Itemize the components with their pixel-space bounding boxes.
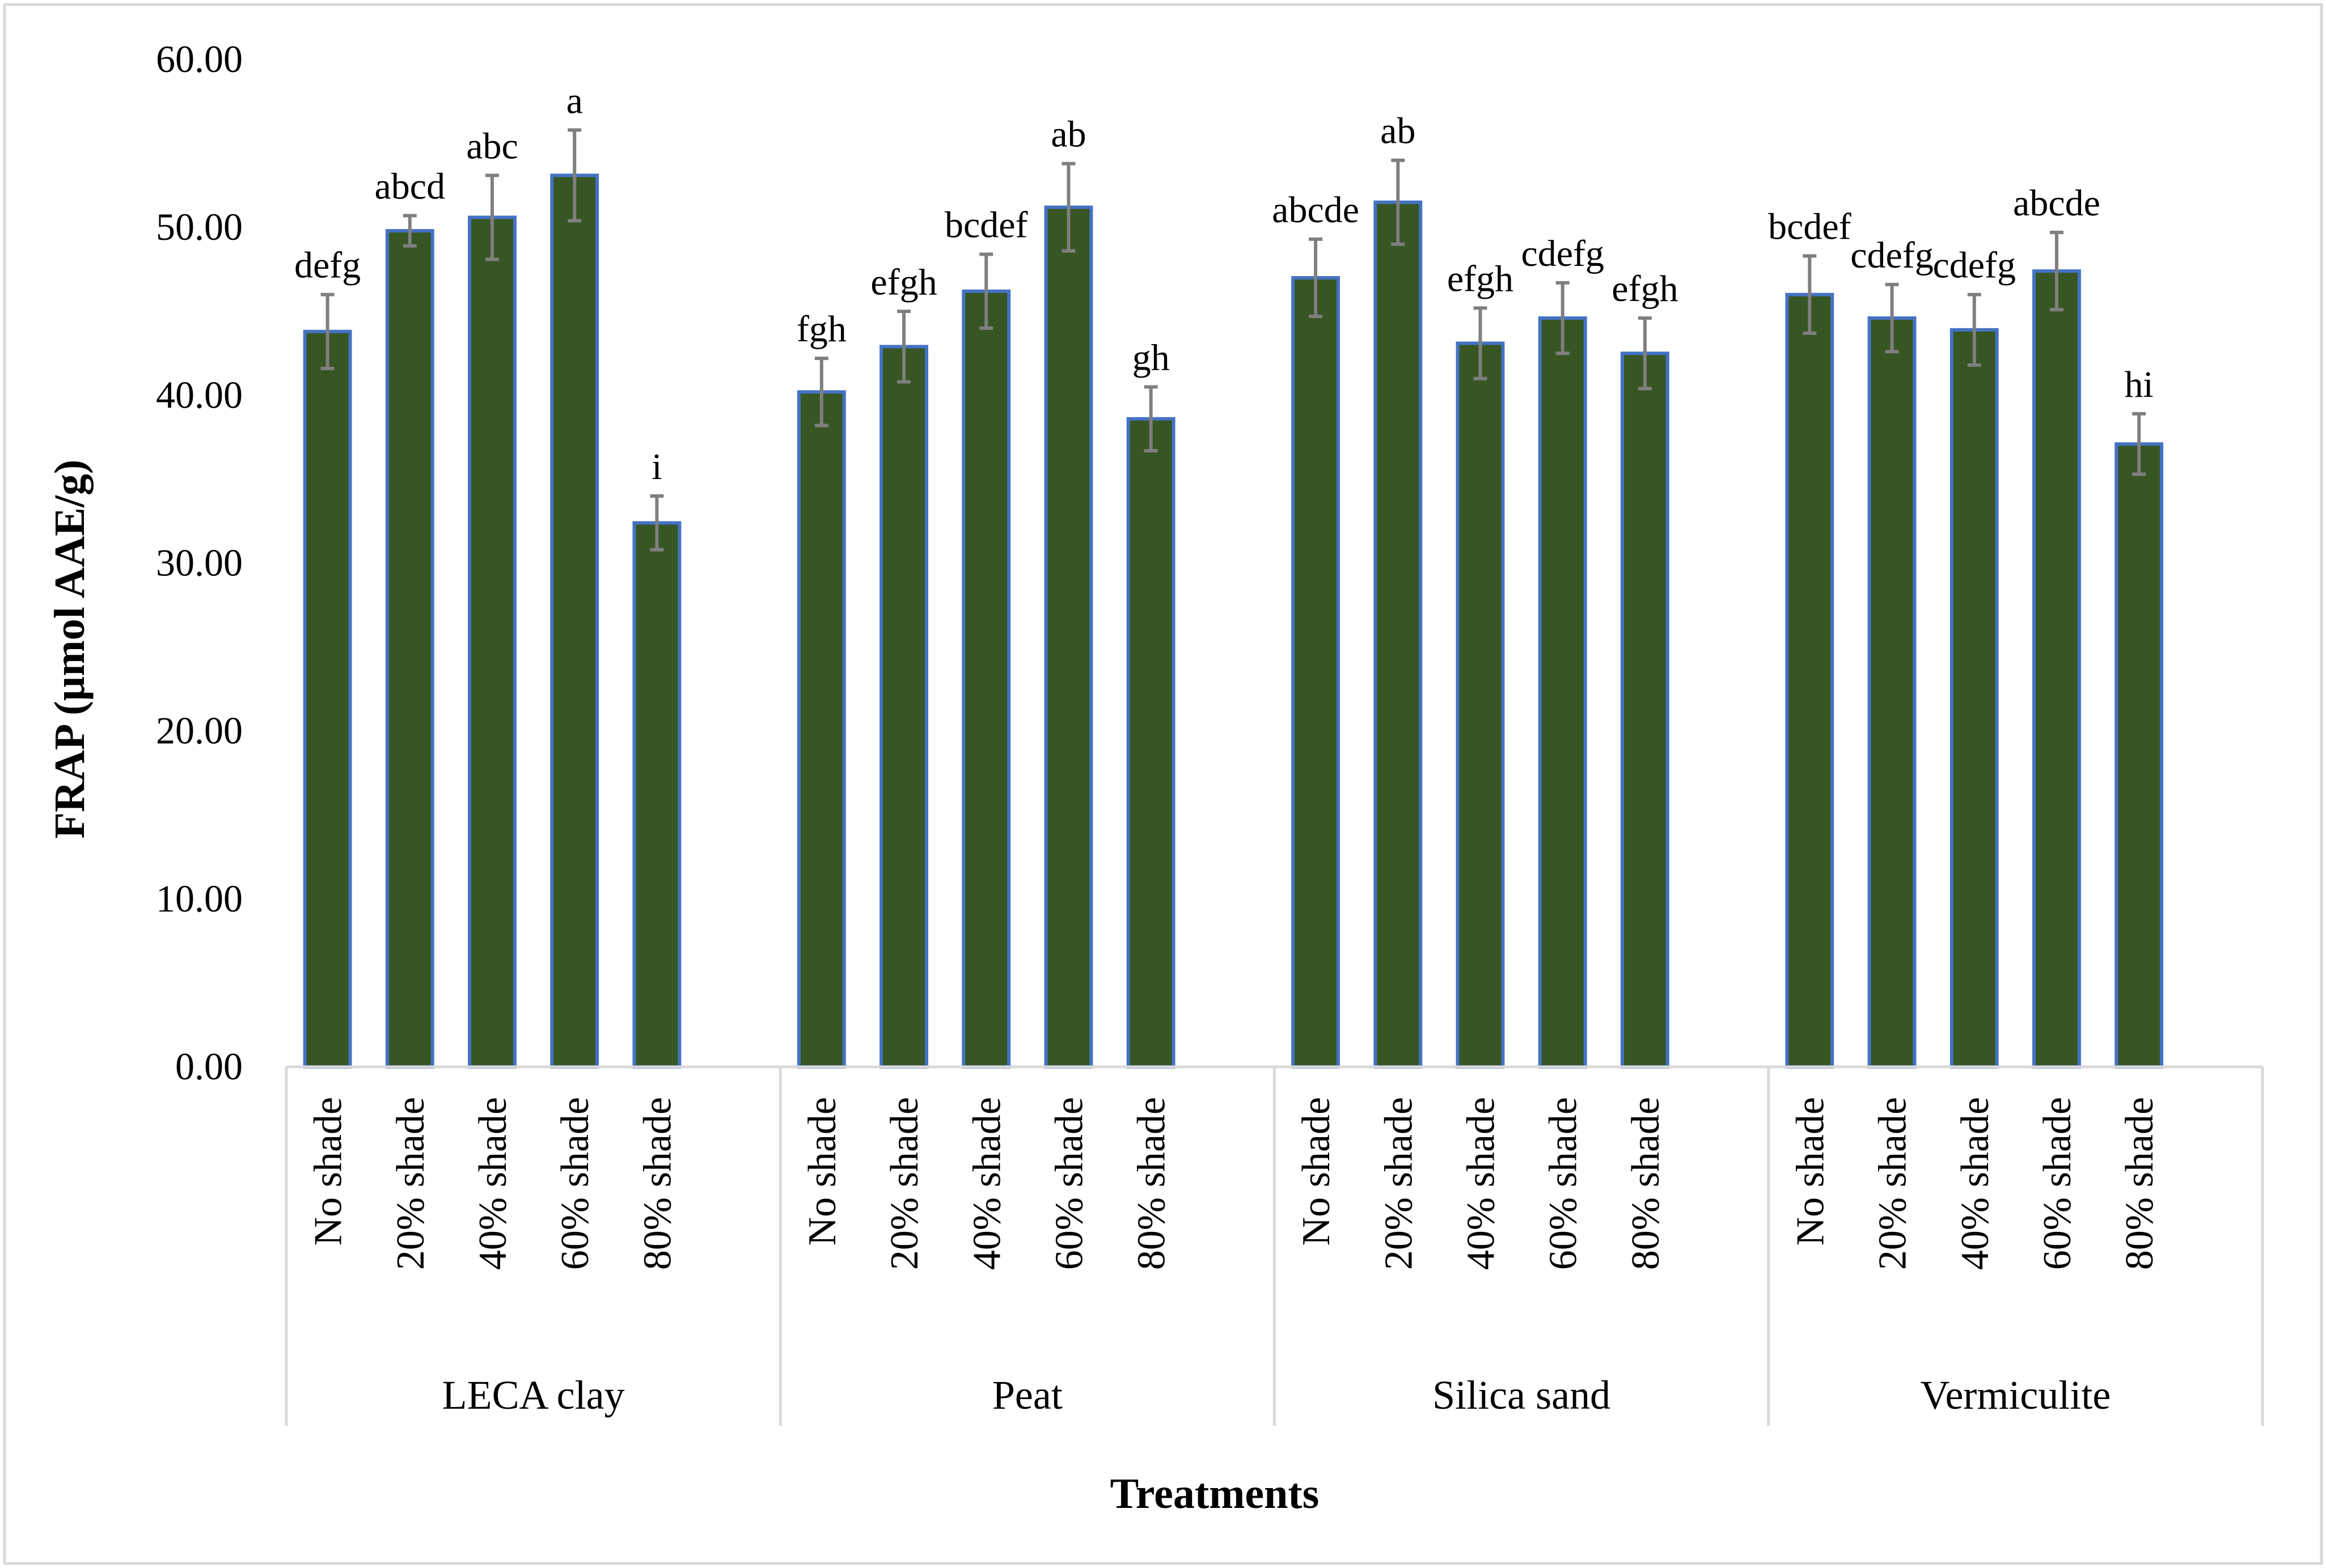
- significance-letter: a: [566, 80, 583, 121]
- x-category-label: No shade: [307, 1097, 350, 1245]
- bar: [1949, 328, 1999, 1069]
- x-category-label: 20% shade: [389, 1097, 433, 1270]
- x-category-label: 40% shade: [965, 1097, 1009, 1270]
- x-category-label: 20% shade: [1871, 1097, 1915, 1270]
- bar: [2114, 442, 2164, 1069]
- category-labels-layer: No shade 20% shade 40% shade 60% shade 80% s…: [307, 1097, 2162, 1270]
- bars-layer: [303, 173, 2164, 1069]
- significance-letter: fgh: [797, 308, 847, 350]
- x-category-label: No shade: [1295, 1097, 1338, 1245]
- bar: [1456, 341, 1505, 1069]
- y-axis-title: FRAP (µmol AAE/g): [46, 460, 94, 839]
- x-category-label: 60% shade: [1047, 1097, 1091, 1270]
- x-category-label: 60% shade: [553, 1097, 597, 1270]
- y-tick-label: 10.00: [156, 877, 243, 920]
- x-category-label: 40% shade: [1460, 1097, 1503, 1270]
- x-group-label: LECA clay: [442, 1372, 625, 1418]
- significance-letter: hi: [2125, 364, 2154, 405]
- bar: [2032, 269, 2081, 1069]
- significance-letters-layer: defgabcdabcaifghefghbcdefabghabcdeabefgh…: [294, 80, 2154, 488]
- x-category-label: 80% shade: [1624, 1097, 1668, 1270]
- bar: [879, 345, 928, 1069]
- x-category-label: 80% shade: [636, 1097, 679, 1270]
- significance-letter: ab: [1051, 114, 1086, 155]
- x-group-label: Vermiculite: [1920, 1372, 2111, 1418]
- y-tick-label: 30.00: [156, 541, 243, 584]
- x-category-label: 80% shade: [1130, 1097, 1174, 1270]
- y-tick-label: 20.00: [156, 709, 243, 752]
- x-group-label: Peat: [992, 1372, 1063, 1418]
- bar: [1126, 417, 1175, 1069]
- bar: [1538, 316, 1587, 1069]
- significance-letter: i: [652, 446, 662, 488]
- y-axis-ticks: 0.00 10.00 20.00 30.00 40.00 50.00 60.00: [156, 37, 243, 1088]
- x-category-label: 40% shade: [471, 1097, 515, 1270]
- group-labels-layer: LECA clay Peat Silica sand Vermiculite: [442, 1372, 2111, 1418]
- x-axis-title: Treatments: [1110, 1470, 1320, 1518]
- bar: [468, 215, 517, 1069]
- bar: [1867, 316, 1917, 1069]
- x-category-label: 80% shade: [2118, 1097, 2162, 1270]
- x-category-label: No shade: [801, 1097, 844, 1245]
- significance-letter: abcde: [2013, 183, 2100, 224]
- x-category-label: No shade: [1788, 1097, 1832, 1245]
- x-category-label: 40% shade: [1953, 1097, 1997, 1270]
- significance-letter: abcde: [1272, 189, 1359, 231]
- significance-letter: efgh: [1612, 268, 1678, 310]
- significance-letter: gh: [1132, 337, 1170, 379]
- bar: [303, 329, 352, 1069]
- y-tick-label: 60.00: [156, 37, 243, 80]
- x-category-label: 60% shade: [1542, 1097, 1585, 1270]
- bar: [632, 521, 682, 1069]
- bar: [962, 289, 1011, 1069]
- significance-letter: efgh: [1447, 258, 1513, 299]
- bar: [1621, 351, 1669, 1069]
- significance-letter: cdefg: [1850, 235, 1934, 276]
- y-tick-label: 50.00: [156, 205, 243, 248]
- y-tick-label: 0.00: [175, 1045, 243, 1088]
- significance-letter: bcdef: [945, 205, 1028, 246]
- x-category-label: 20% shade: [1377, 1097, 1420, 1270]
- significance-letter: abcd: [375, 166, 446, 207]
- bar: [550, 173, 599, 1069]
- significance-letter: bcdef: [1768, 206, 1851, 248]
- significance-letter: defg: [294, 245, 361, 286]
- bar: [385, 229, 434, 1069]
- error-bars-layer: [320, 128, 2146, 552]
- x-category-label: 20% shade: [883, 1097, 927, 1270]
- y-tick-label: 40.00: [156, 373, 243, 416]
- x-group-label: Silica sand: [1432, 1372, 1610, 1418]
- x-axis-layer: [285, 1065, 2264, 1426]
- significance-letter: efgh: [870, 261, 937, 303]
- bar: [1785, 293, 1834, 1069]
- significance-letter: cdefg: [1521, 233, 1604, 274]
- significance-letter: ab: [1380, 111, 1415, 152]
- bar: [797, 390, 846, 1069]
- bar: [1044, 205, 1093, 1069]
- x-category-label: 60% shade: [2036, 1097, 2079, 1270]
- significance-letter: cdefg: [1932, 245, 2016, 286]
- bar: [1291, 276, 1340, 1069]
- bar: [1373, 200, 1423, 1069]
- significance-letter: abc: [466, 125, 518, 167]
